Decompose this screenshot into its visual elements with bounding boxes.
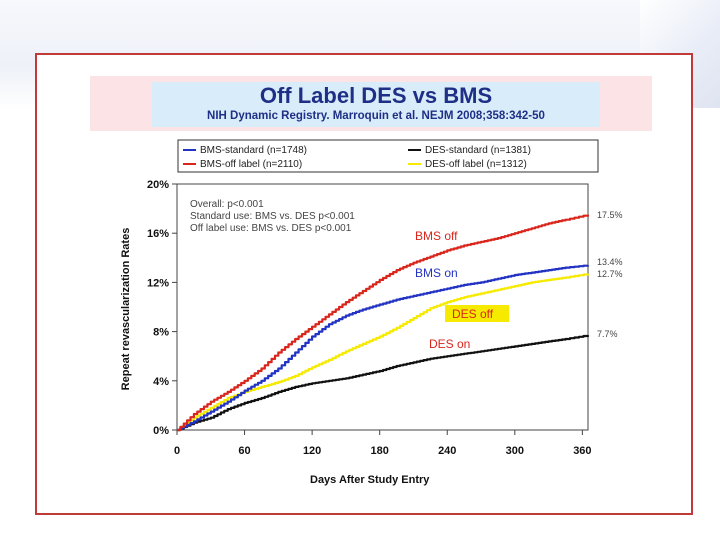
y-tick-label-1: 4% xyxy=(153,376,169,388)
stats-overall: Overall: p<0.001 xyxy=(190,199,264,210)
slide-title: Off Label DES vs BMS xyxy=(259,83,493,108)
legend-label-des-off: DES-off label (n=1312) xyxy=(425,159,527,170)
x-axis-title: Days After Study Entry xyxy=(310,474,430,486)
y-tick-label-2: 8% xyxy=(153,327,169,339)
legend-entry-bms-off: BMS-off label (n=2110) xyxy=(183,159,302,170)
x-tick-label-2: 120 xyxy=(303,445,321,457)
series-line-bms-off xyxy=(177,214,590,432)
legend-label-bms-standard: BMS-standard (n=1748) xyxy=(200,145,307,156)
y-tick-label-0: 0% xyxy=(153,425,169,437)
legend-box xyxy=(177,139,599,173)
plot-area xyxy=(176,183,589,431)
series-label-bms-off: BMS off xyxy=(415,229,458,243)
x-tick-label-5: 300 xyxy=(506,445,524,457)
x-tick-label-0: 0 xyxy=(174,445,180,457)
end-value-des-on: 7.7% xyxy=(597,329,618,339)
series-line-bms-on xyxy=(177,264,590,432)
legend-label-des-standard: DES-standard (n=1381) xyxy=(425,145,531,156)
series-line-des-on xyxy=(177,334,590,432)
stats-off-label: Off label use: BMS vs. DES p<0.001 xyxy=(190,223,352,234)
series-label-des-off-background xyxy=(445,305,509,322)
title-box: Off Label DES vs BMS NIH Dynamic Registr… xyxy=(152,82,600,127)
slide-subtitle: NIH Dynamic Registry. Marroquin et al. N… xyxy=(207,110,545,122)
series-lines xyxy=(177,214,590,432)
legend-entry-des-off: DES-off label (n=1312) xyxy=(408,159,527,170)
x-tick-label-1: 60 xyxy=(238,445,250,457)
y-tick-label-4: 16% xyxy=(147,228,169,240)
x-tick-label-6: 360 xyxy=(573,445,591,457)
series-label-des-off: DES off xyxy=(452,307,494,321)
y-tick-label-3: 12% xyxy=(147,277,169,289)
legend-entry-des-standard: DES-standard (n=1381) xyxy=(408,145,531,156)
end-value-bms-on: 13.4% xyxy=(597,257,623,267)
x-tick-label-4: 240 xyxy=(438,445,456,457)
legend-entry-bms-standard: BMS-standard (n=1748) xyxy=(183,145,307,156)
y-tick-label-5: 20% xyxy=(147,179,169,191)
x-tick-label-3: 180 xyxy=(371,445,389,457)
axes: 0 60 120 180 240 300 360 0% 4% 8% 12% 16% 20% xyxy=(147,179,592,457)
y-axis-title: Repeat revascularization Rates xyxy=(120,228,132,391)
legend-label-bms-off: BMS-off label (n=2110) xyxy=(200,159,302,170)
series-label-bms-on: BMS on xyxy=(415,266,458,280)
end-value-des-off: 12.7% xyxy=(597,269,623,279)
series-label-des-on: DES on xyxy=(429,337,470,351)
end-value-bms-off: 17.5% xyxy=(597,210,623,220)
stats-standard: Standard use: BMS vs. DES p<0.001 xyxy=(190,211,355,222)
